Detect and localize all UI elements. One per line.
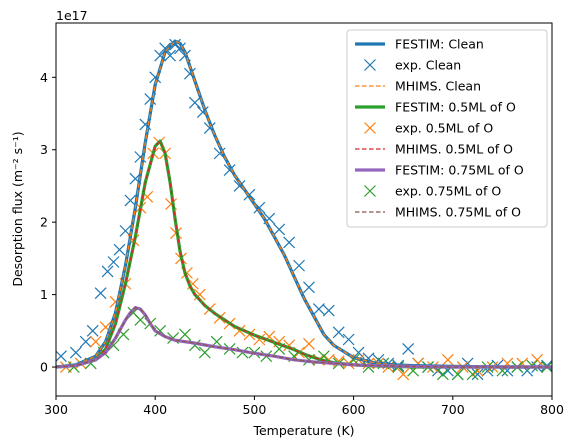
data-point — [293, 259, 305, 272]
y-axis: 0 1 2 3 4 — [40, 70, 56, 375]
legend-entry: MHIMS. 0.75ML of O — [355, 205, 521, 220]
legend: FESTIM: Clean exp. Clean MHIMS. Clean FESTI… — [346, 29, 548, 228]
legend-label: MHIMS. 0.75ML of O — [395, 205, 521, 220]
data-point — [134, 314, 147, 326]
data-point — [101, 265, 114, 278]
data-point — [283, 236, 296, 249]
legend-entry: FESTIM: Clean — [355, 37, 484, 52]
x-tick-label: 700 — [441, 402, 465, 417]
data-point — [436, 368, 449, 381]
x-tick-label: 600 — [342, 402, 366, 417]
legend-entry: MHIMS. 0.5ML of O — [355, 142, 513, 157]
legend-label: MHIMS. Clean — [395, 79, 481, 94]
data-point — [451, 368, 464, 381]
legend-entry: FESTIM: 0.75ML of O — [355, 163, 524, 178]
legend-label: exp. 0.5ML of O — [395, 121, 493, 136]
legend-label: exp. 0.75ML of O — [395, 184, 501, 199]
data-point — [303, 281, 315, 294]
data-point — [179, 328, 191, 341]
data-point — [441, 353, 454, 366]
y-tick-label: 2 — [40, 215, 48, 230]
legend-label: FESTIM: Clean — [395, 37, 484, 52]
data-point — [198, 346, 211, 359]
legend-label: MHIMS. 0.5ML of O — [395, 142, 513, 157]
series-8 — [56, 306, 552, 368]
data-point — [89, 335, 102, 348]
data-point — [312, 303, 325, 316]
y-tick-label: 1 — [40, 287, 48, 302]
data-point — [159, 42, 172, 55]
data-point — [94, 287, 107, 300]
legend-label: exp. Clean — [395, 58, 461, 73]
x-tick-label: 800 — [540, 402, 564, 417]
data-point — [188, 96, 201, 109]
y-tick-label: 3 — [40, 142, 48, 157]
series-line — [56, 306, 552, 368]
data-point — [79, 335, 92, 348]
data-point — [402, 342, 415, 355]
data-point — [342, 333, 355, 346]
x-axis-label: Temperature (K) — [252, 423, 354, 438]
legend-box — [346, 29, 548, 228]
x-tick-label: 500 — [242, 402, 266, 417]
legend-marker — [364, 122, 376, 134]
legend-entry: exp. 0.5ML of O — [364, 121, 493, 136]
data-point — [303, 337, 315, 350]
data-point — [471, 368, 484, 381]
x-tick-label: 300 — [44, 402, 68, 417]
legend-entry: MHIMS. Clean — [355, 79, 481, 94]
data-point — [273, 223, 286, 236]
series-layer — [56, 38, 552, 381]
legend-label: FESTIM: 0.5ML of O — [395, 100, 516, 115]
data-point — [332, 326, 345, 339]
y-tick-label: 0 — [40, 360, 48, 375]
legend-label: FESTIM: 0.75ML of O — [395, 163, 524, 178]
data-point — [397, 368, 410, 381]
data-point — [69, 346, 82, 359]
legend-entry: FESTIM: 0.5ML of O — [355, 100, 516, 115]
y-axis-label: Desorption flux (m⁻² s⁻¹) — [10, 131, 25, 286]
legend-marker — [364, 59, 376, 71]
data-point — [119, 224, 132, 237]
data-point — [113, 243, 126, 256]
x-axis: 300 400 500 600 700 800 — [44, 396, 564, 417]
data-point — [466, 368, 479, 381]
data-point — [86, 324, 99, 337]
series-2 — [56, 40, 552, 368]
data-point — [322, 304, 335, 317]
plot-frame — [55, 22, 553, 397]
legend-entry: exp. Clean — [364, 58, 461, 73]
legend-marker — [364, 185, 376, 197]
data-point — [107, 256, 120, 268]
data-point — [124, 194, 137, 207]
x-tick-label: 400 — [143, 402, 167, 417]
legend-entry: exp. 0.75ML of O — [364, 184, 501, 199]
y-offset-text: 1e17 — [56, 8, 88, 23]
series-line — [56, 40, 552, 368]
y-tick-label: 4 — [40, 70, 48, 85]
data-point — [56, 350, 67, 363]
